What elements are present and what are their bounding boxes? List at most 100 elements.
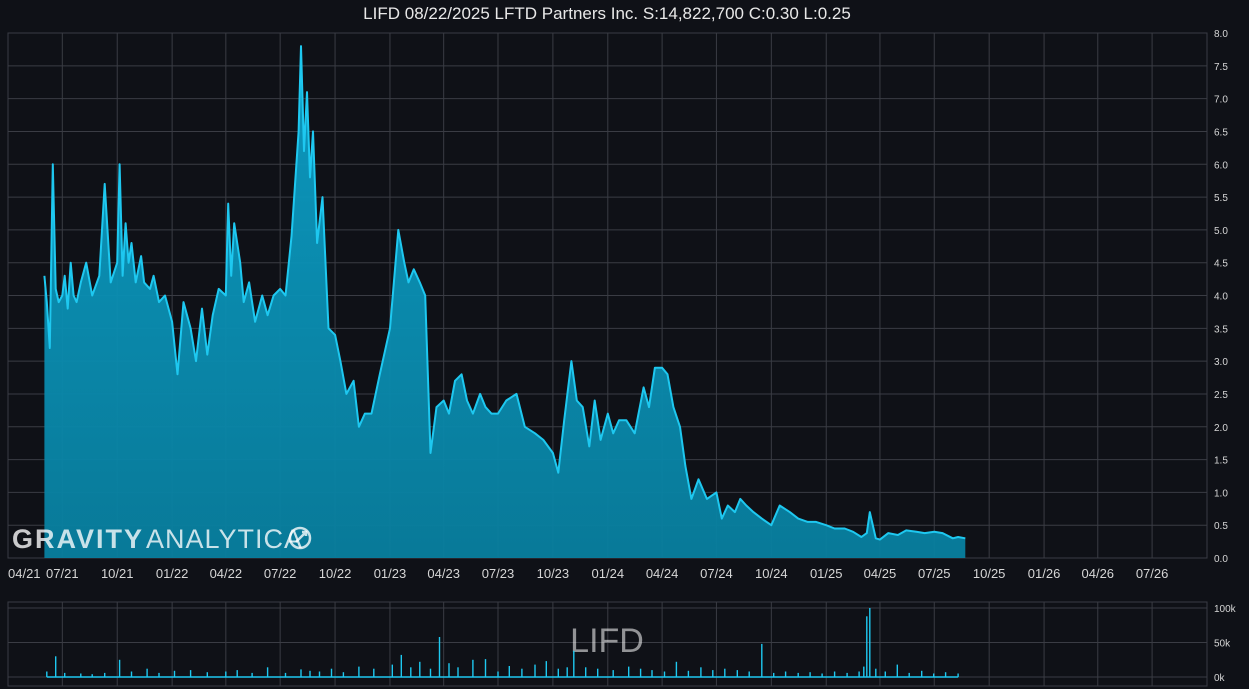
volume-bar xyxy=(957,673,959,677)
y-tick-label: 4.5 xyxy=(1214,259,1228,270)
volume-bar xyxy=(55,656,57,677)
volume-bar xyxy=(358,666,360,677)
volume-symbol-watermark: LIFD xyxy=(570,622,644,660)
volume-bar xyxy=(438,637,441,677)
volume-bar xyxy=(944,672,947,677)
volume-bar xyxy=(700,667,702,677)
volume-bar xyxy=(309,670,311,677)
volume-bar xyxy=(497,671,499,677)
volume-bar xyxy=(189,670,192,677)
volume-bar xyxy=(206,672,208,677)
volume-bar xyxy=(663,671,666,677)
y-tick-label: 7.5 xyxy=(1214,62,1228,73)
volume-bar xyxy=(342,672,345,677)
volume-bar xyxy=(933,673,935,677)
volume-y-axis: 0k 50k 100k xyxy=(1214,604,1237,684)
volume-bar xyxy=(628,666,630,677)
volume-bar xyxy=(545,661,547,677)
volume-bar xyxy=(566,667,568,677)
volume-bar xyxy=(784,671,787,677)
volume-bar xyxy=(863,666,865,677)
y-tick-label: 6.5 xyxy=(1214,127,1228,138)
volume-bar xyxy=(809,672,811,677)
volume-bar xyxy=(761,643,763,677)
volume-bar xyxy=(410,667,412,677)
price-y-axis: 0.0 0.5 1.0 1.5 2.0 2.5 3.0 3.5 4.0 4.5 5.0 5.5 6.0 6… xyxy=(1214,29,1228,565)
volume-bar xyxy=(675,661,678,677)
volume-bar xyxy=(508,666,510,677)
x-tick-label: 01/25 xyxy=(810,566,843,581)
volume-bar xyxy=(773,672,775,677)
volume-bar xyxy=(884,671,886,677)
x-tick-label: 10/25 xyxy=(973,566,1006,581)
x-tick-label: 07/22 xyxy=(264,566,297,581)
x-tick-label: 10/22 xyxy=(319,566,352,581)
volume-bar xyxy=(104,672,106,677)
volume-bar xyxy=(251,672,253,677)
volume-bar xyxy=(484,659,487,677)
x-tick-label: 01/24 xyxy=(592,566,625,581)
watermark-logo: GRAVITY ANALYTICA xyxy=(12,524,312,554)
x-tick-label: 04/23 xyxy=(427,566,460,581)
volume-bar xyxy=(748,671,750,677)
x-tick-label: 07/25 xyxy=(918,566,951,581)
price-plot-area xyxy=(43,45,966,558)
x-tick-label: 10/24 xyxy=(755,566,788,581)
y-tick-label: 1.5 xyxy=(1214,456,1228,467)
x-tick-label: 10/21 xyxy=(101,566,134,581)
volume-bar xyxy=(639,668,642,677)
volume-bar xyxy=(736,670,738,677)
volume-y-tick-label: 100k xyxy=(1214,604,1237,615)
volume-bar xyxy=(724,668,726,677)
volume-bar xyxy=(318,671,321,677)
volume-bar xyxy=(908,672,910,677)
volume-bar xyxy=(875,668,877,677)
volume-bar xyxy=(846,672,848,677)
x-tick-label: 07/24 xyxy=(700,566,733,581)
volume-bar xyxy=(429,668,432,677)
volume-bar xyxy=(534,664,536,677)
y-tick-label: 2.5 xyxy=(1214,390,1228,401)
volume-bar xyxy=(118,659,121,678)
volume-bar xyxy=(557,668,559,677)
volume-bar xyxy=(225,671,227,677)
volume-bar xyxy=(236,670,238,677)
volume-bar xyxy=(687,670,690,677)
volume-bar xyxy=(300,669,302,677)
volume-bar xyxy=(597,668,599,677)
y-tick-label: 5.0 xyxy=(1214,226,1228,237)
volume-bar xyxy=(833,671,836,677)
volume-bar xyxy=(64,672,66,677)
x-tick-label: 04/25 xyxy=(864,566,897,581)
x-tick-label: 07/26 xyxy=(1136,566,1169,581)
volume-bar xyxy=(457,667,459,677)
y-tick-label: 3.0 xyxy=(1214,357,1228,368)
y-tick-label: 6.0 xyxy=(1214,160,1228,171)
watermark-brand-bold: GRAVITY xyxy=(12,524,144,554)
price-line xyxy=(43,45,966,541)
y-tick-label: 7.0 xyxy=(1214,95,1228,106)
x-tick-label: 10/23 xyxy=(537,566,570,581)
volume-bar xyxy=(573,650,575,677)
volume-bar xyxy=(866,616,868,677)
y-tick-label: 1.0 xyxy=(1214,488,1228,499)
volume-bar xyxy=(896,664,898,677)
x-tick-label: 04/24 xyxy=(646,566,679,581)
volume-plot-area xyxy=(46,608,959,678)
volume-bar xyxy=(266,667,269,677)
volume-bar xyxy=(146,668,148,677)
y-tick-label: 8.0 xyxy=(1214,29,1228,40)
volume-bar xyxy=(173,670,176,677)
volume-bar xyxy=(858,671,860,677)
x-tick-label: 01/26 xyxy=(1028,566,1061,581)
volume-bar xyxy=(448,663,450,677)
x-tick-label: 01/22 xyxy=(156,566,189,581)
y-tick-label: 0.5 xyxy=(1214,521,1228,532)
volume-bar xyxy=(419,661,421,677)
x-tick-label: 04/21 xyxy=(8,566,41,581)
price-area xyxy=(44,46,966,558)
y-tick-label: 4.0 xyxy=(1214,292,1228,303)
volume-bar xyxy=(612,670,614,677)
volume-y-tick-label: 50k xyxy=(1214,639,1231,650)
